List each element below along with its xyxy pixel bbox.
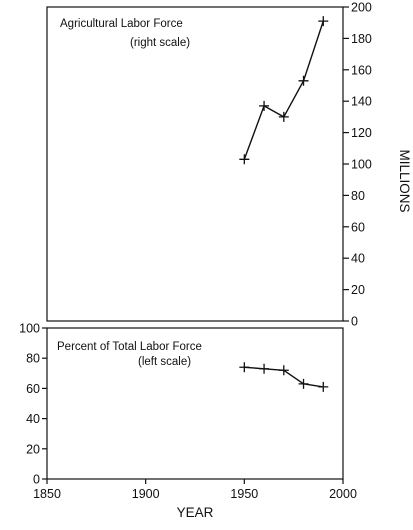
right-axis-tick-label: 120: [351, 126, 372, 140]
percent-labor-data-point: [259, 363, 270, 374]
lower-x-axis: 1850 1900 1950 2000: [33, 479, 357, 501]
right-axis-tick-label: 100: [351, 158, 372, 172]
right-axis-tick-label: 0: [351, 315, 358, 329]
percent-labor-data-point: [298, 378, 309, 389]
upper-chart-subtitle: (right scale): [130, 37, 190, 49]
right-axis-tick-label: 40: [351, 252, 365, 266]
agricultural-labor-series-line: [243, 20, 324, 160]
x-axis-tick-label: 1850: [33, 487, 61, 501]
right-axis-tick-label: 60: [351, 220, 365, 234]
left-axis-tick-label: 60: [26, 382, 40, 396]
left-axis-tick-label: 40: [26, 412, 40, 426]
left-axis-tick-label: 100: [19, 322, 40, 336]
left-axis-tick-label: 0: [33, 473, 40, 487]
left-axis-tick-label: 80: [26, 352, 40, 366]
right-axis-tick-label: 20: [351, 283, 365, 297]
percent-labor-data-point: [239, 362, 250, 373]
lower-left-axis: 0 20 40 60 80 100: [19, 322, 47, 487]
lower-chart-subtitle: (left scale): [138, 356, 191, 368]
upper-right-axis: 0 20 40 60 80 100 120 140 160 180 200: [343, 1, 372, 329]
right-axis-tick-label: 80: [351, 189, 365, 203]
lower-chart-title: Percent of Total Labor Force: [57, 341, 202, 353]
agricultural-labor-data-point: [278, 111, 289, 122]
percent-labor-data-point: [278, 365, 289, 376]
left-axis-tick-label: 20: [26, 442, 40, 456]
right-axis-tick-label: 180: [351, 32, 372, 46]
right-axis-tick-label: 140: [351, 95, 372, 109]
right-axis-tick-label: 160: [351, 63, 372, 77]
right-axis-tick-label: 200: [351, 1, 372, 15]
agricultural-labor-data-point: [298, 75, 309, 86]
agricultural-labor-data-point: [239, 154, 250, 165]
lower-series: [239, 362, 329, 392]
x-axis-label: YEAR: [177, 505, 214, 520]
upper-plot-frame: [46, 6, 344, 322]
upper-chart-title: Agricultural Labor Force: [60, 18, 183, 30]
x-axis-tick-label: 1900: [132, 487, 160, 501]
x-axis-tick-label: 2000: [329, 487, 357, 501]
x-axis-tick-label: 1950: [230, 487, 258, 501]
percent-labor-data-point: [318, 381, 329, 392]
agricultural-labor-data-point: [259, 100, 270, 111]
right-axis-label: MILLIONS: [397, 149, 412, 212]
agricultural-labor-data-point: [318, 16, 329, 27]
upper-series: [239, 16, 329, 165]
lower-plot-frame: [46, 327, 344, 480]
